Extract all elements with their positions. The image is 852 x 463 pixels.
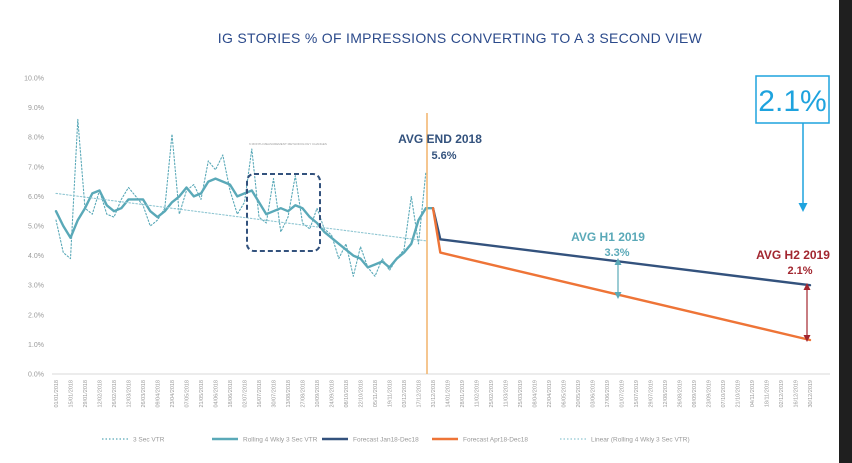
x-tick-label: 29/07/2019 — [649, 380, 655, 408]
x-tick-label: 30/12/2019 — [808, 380, 814, 408]
x-tick-label: 01/01/2018 — [54, 380, 60, 408]
y-tick-label: 0.0% — [28, 372, 44, 379]
x-tick-label: 27/08/2018 — [301, 380, 307, 408]
y-tick-label: 7.0% — [28, 164, 44, 171]
y-tick-label: 5.0% — [28, 224, 44, 231]
y-tick-label: 8.0% — [28, 135, 44, 142]
callout-box — [755, 75, 830, 124]
window-edge — [839, 0, 852, 463]
legend-label-3: Forecast Jan18-Dec18 — [353, 437, 419, 444]
x-tick-label: 25/02/2019 — [489, 380, 495, 408]
x-tick-label: 22/10/2018 — [359, 380, 365, 408]
x-tick-label: 10/09/2018 — [315, 380, 321, 408]
series-line-4 — [431, 206, 812, 342]
legend-label-4: Forecast Apr18-Dec18 — [463, 437, 528, 444]
x-tick-label: 16/12/2019 — [794, 380, 800, 408]
x-tick-label: 24/09/2018 — [330, 380, 336, 408]
x-tick-label: 05/11/2018 — [373, 380, 379, 407]
legend-label-5: Linear (Rolling 4 Wkly 3 Sec VTR) — [591, 437, 690, 444]
x-tick-label: 07/10/2019 — [721, 380, 727, 408]
x-tick-label: 03/06/2019 — [591, 380, 597, 408]
avg-h2-2019-arrowhead-down — [803, 335, 811, 342]
callout-value: 2.1% — [758, 85, 826, 118]
x-tick-label: 28/01/2019 — [460, 380, 466, 408]
series-line-1 — [55, 118, 427, 277]
x-tick-label: 23/09/2019 — [707, 380, 713, 408]
x-tick-label: 17/12/2018 — [417, 380, 423, 408]
x-tick-label: 12/02/2018 — [98, 380, 104, 408]
x-tick-label: 18/11/2019 — [765, 380, 771, 407]
x-tick-label: 29/01/2018 — [83, 380, 89, 408]
legend-label-2: Rolling 4 Wkly 3 Sec VTR — [243, 437, 318, 444]
series-layer — [54, 118, 812, 342]
x-tick-label: 12/03/2018 — [127, 380, 133, 408]
x-tick-label: 02/12/2019 — [779, 380, 785, 408]
methodology-change-note: 6 MONTH MEASUREMENT METHODOLOGY CHANGES — [249, 142, 327, 146]
y-tick-label: 3.0% — [28, 283, 44, 290]
x-tick-label: 02/07/2018 — [243, 380, 249, 408]
avg-h1-2019-value: 3.3% — [604, 247, 629, 259]
x-tick-label: 17/06/2019 — [605, 380, 611, 408]
x-tick-label: 26/08/2019 — [678, 380, 684, 408]
x-tick-label: 26/02/2018 — [112, 380, 118, 408]
x-tick-label: 16/07/2018 — [257, 380, 263, 408]
x-tick-label: 12/08/2019 — [663, 380, 669, 408]
x-tick-label: 11/02/2019 — [475, 380, 481, 407]
x-tick-label: 30/07/2018 — [272, 380, 278, 408]
x-tick-label: 21/10/2019 — [736, 380, 742, 408]
x-tick-label: 19/11/2018 — [388, 380, 394, 407]
avg-h1-2019-arrowhead-down — [614, 292, 622, 299]
x-tick-label: 15/01/2018 — [69, 380, 75, 408]
x-tick-label: 06/05/2019 — [562, 380, 568, 408]
x-tick-label: 04/11/2019 — [750, 380, 756, 407]
x-tick-label: 25/03/2019 — [518, 380, 524, 408]
callout-arrowhead — [798, 203, 808, 212]
x-tick-label: 22/04/2019 — [547, 380, 553, 408]
x-tick-label: 14/01/2019 — [446, 380, 452, 408]
y-tick-label: 4.0% — [28, 253, 44, 260]
x-tick-label: 09/04/2018 — [156, 380, 162, 408]
x-axis: 01/01/2018 15/01/2018 29/01/2018 12/02/2018… — [54, 380, 814, 408]
y-tick-label: 9.0% — [28, 105, 44, 112]
x-tick-label: 26/03/2018 — [141, 380, 147, 408]
avg-h2-2019-arrowhead-up — [803, 283, 811, 290]
legend-label-1: 3 Sec VTR — [133, 437, 165, 444]
x-tick-label: 08/10/2018 — [344, 380, 350, 408]
x-tick-label: 03/12/2018 — [402, 380, 408, 408]
series-line-2 — [54, 177, 435, 269]
y-axis: 0.0% 1.0% 2.0% 3.0% 4.0% 5.0% 6.0% 7.0% 8.0% 9.0%… — [24, 76, 44, 379]
avg-h2-2019-value: 2.1% — [787, 265, 812, 277]
x-tick-label: 31/12/2018 — [431, 380, 437, 408]
x-tick-label: 23/04/2018 — [170, 380, 176, 408]
avg-end-2018-value: 5.6% — [431, 150, 456, 162]
x-tick-label: 04/06/2018 — [214, 380, 220, 408]
y-tick-label: 1.0% — [28, 342, 44, 349]
avg-end-2018-label: AVG END 2018 — [398, 132, 482, 146]
chart-title: IG STORIES % OF IMPRESSIONS CONVERTING T… — [218, 30, 703, 46]
y-tick-label: 2.0% — [28, 312, 44, 319]
avg-h1-2019-label: AVG H1 2019 — [571, 230, 645, 244]
x-tick-label: 09/09/2019 — [692, 380, 698, 408]
x-tick-label: 11/03/2019 — [504, 380, 510, 407]
methodology-change-box — [246, 173, 321, 252]
x-tick-label: 20/05/2019 — [576, 380, 582, 408]
x-tick-label: 15/07/2019 — [634, 380, 640, 408]
y-tick-label: 6.0% — [28, 194, 44, 201]
y-tick-label: 10.0% — [24, 76, 44, 83]
x-tick-label: 13/08/2018 — [286, 380, 292, 408]
x-tick-label: 01/07/2019 — [620, 380, 626, 408]
legend: 3 Sec VTR Rolling 4 Wkly 3 Sec VTR Forecas… — [102, 437, 690, 444]
avg-h2-2019-label: AVG H2 2019 — [756, 248, 830, 262]
x-tick-label: 21/05/2018 — [199, 380, 205, 408]
x-tick-label: 18/06/2018 — [228, 380, 234, 408]
x-tick-label: 08/04/2019 — [533, 380, 539, 408]
series-line-5 — [55, 192, 427, 242]
avg-h1-2019-arrowhead-up — [614, 258, 622, 265]
x-tick-label: 07/05/2018 — [185, 380, 191, 408]
